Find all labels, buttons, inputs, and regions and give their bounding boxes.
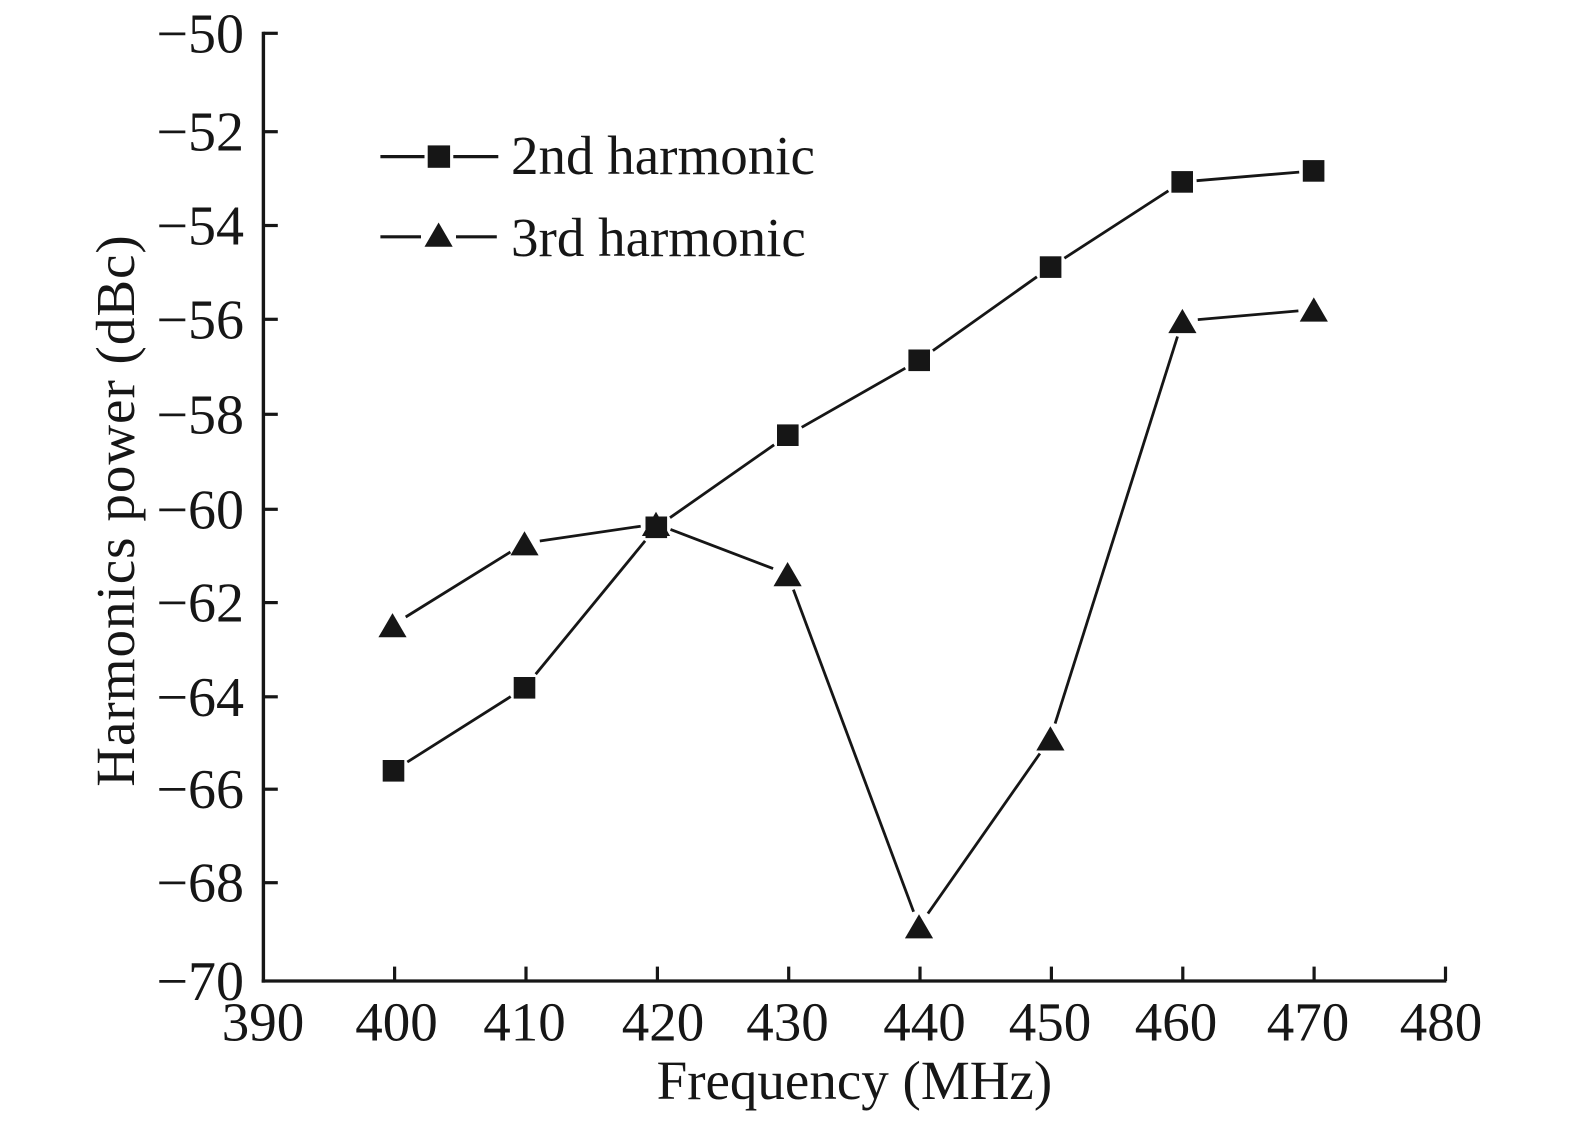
svg-text:−58: −58 bbox=[156, 384, 244, 446]
svg-text:480: 480 bbox=[1400, 991, 1483, 1052]
svg-text:440: 440 bbox=[883, 991, 966, 1052]
svg-text:−62: −62 bbox=[156, 573, 244, 635]
svg-text:−70: −70 bbox=[156, 951, 244, 1013]
svg-text:400: 400 bbox=[355, 991, 438, 1052]
svg-text:3rd harmonic: 3rd harmonic bbox=[511, 207, 806, 268]
svg-text:450: 450 bbox=[1009, 991, 1092, 1052]
svg-text:−56: −56 bbox=[156, 289, 244, 351]
svg-text:2nd harmonic: 2nd harmonic bbox=[511, 125, 815, 186]
svg-text:390: 390 bbox=[222, 991, 305, 1052]
svg-text:430: 430 bbox=[746, 991, 829, 1052]
svg-text:−52: −52 bbox=[156, 102, 244, 164]
svg-text:−64: −64 bbox=[156, 667, 244, 729]
svg-text:460: 460 bbox=[1135, 991, 1218, 1052]
svg-text:Frequency (MHz): Frequency (MHz) bbox=[657, 1050, 1053, 1111]
svg-text:−66: −66 bbox=[156, 759, 244, 821]
svg-text:−68: −68 bbox=[156, 853, 244, 915]
svg-text:420: 420 bbox=[622, 991, 705, 1052]
svg-text:−60: −60 bbox=[156, 479, 244, 541]
svg-text:−54: −54 bbox=[156, 196, 244, 258]
svg-text:−50: −50 bbox=[156, 3, 244, 65]
svg-text:410: 410 bbox=[483, 991, 566, 1052]
svg-text:470: 470 bbox=[1267, 991, 1350, 1052]
svg-text:Harmonics power (dBc): Harmonics power (dBc) bbox=[85, 234, 146, 787]
